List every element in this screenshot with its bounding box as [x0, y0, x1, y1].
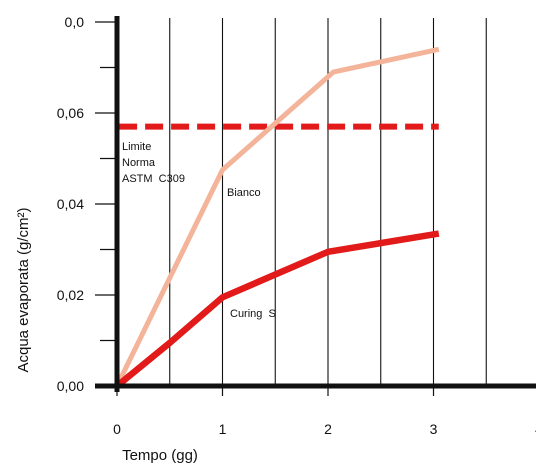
reference-label-line-2: Norma	[122, 157, 156, 169]
reference-label-line-3: ASTM C309	[122, 173, 185, 185]
vertical-gridlines	[169, 18, 487, 386]
y-axis-ticks: 0,00 0,02 0,04 0,06 0,0	[57, 14, 117, 394]
reference-label-line-1: Limite	[122, 141, 151, 153]
x-axis-ticks: 01234	[113, 386, 536, 437]
y-axis-label: Acqua evaporata (g/cm²)	[15, 207, 32, 372]
curing-s-annotation: Curing S	[230, 308, 276, 320]
y-tick-label: 0,02	[57, 287, 84, 303]
bianco-annotation: Bianco	[227, 187, 261, 199]
series-line-bianco	[114, 46, 440, 388]
data-series	[114, 46, 440, 389]
x-tick-label: 3	[430, 421, 438, 437]
x-axis-label: Tempo (gg)	[122, 447, 198, 464]
y-tick-label: 0,0	[65, 14, 85, 30]
x-tick-label: 0	[113, 421, 121, 437]
y-tick-label: 0,04	[57, 196, 84, 212]
series-line-curing-s	[114, 230, 440, 389]
x-tick-label: 2	[324, 421, 332, 437]
axes	[95, 16, 536, 392]
x-tick-label: 1	[219, 421, 227, 437]
y-tick-label: 0,06	[57, 105, 84, 121]
y-tick-label: 0,00	[57, 378, 84, 394]
